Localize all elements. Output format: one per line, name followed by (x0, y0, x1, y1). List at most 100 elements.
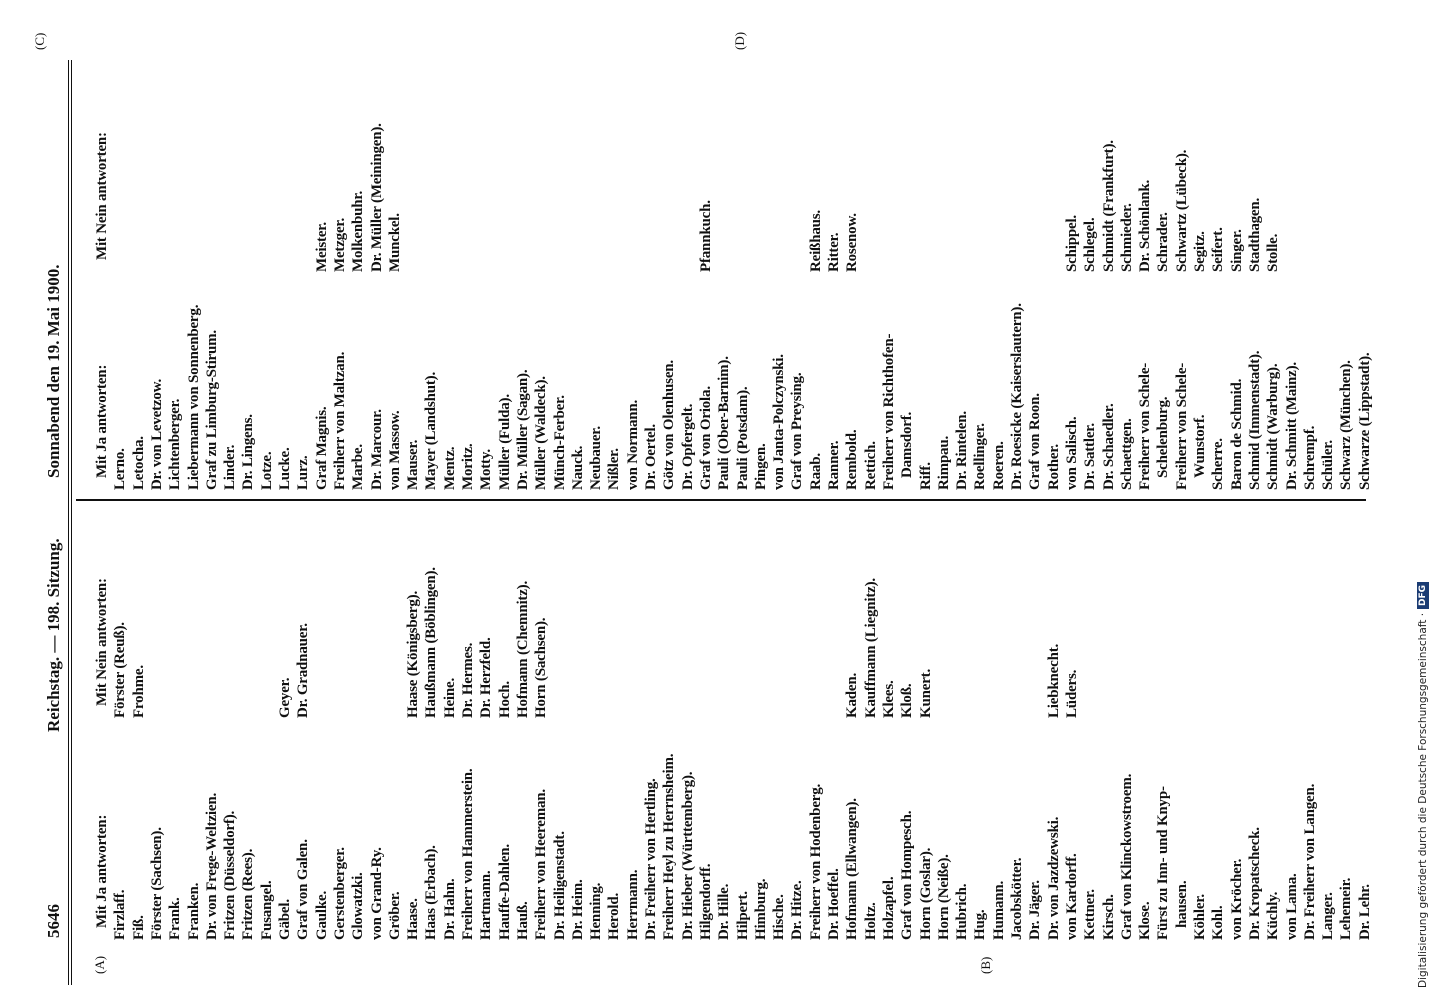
member-name: Dr. Marcour. (368, 409, 385, 490)
member-name: Lucke. (277, 447, 293, 490)
member-name: Motty. (478, 449, 495, 490)
member-name: Herold. (606, 892, 623, 940)
member-name: Müller (Fulda). (496, 394, 513, 490)
member-name: Kauffmann (Liegnitz). (862, 578, 879, 718)
margin-mark: (D) (732, 31, 747, 50)
member-name: Götz von Olenhusen. (661, 360, 678, 490)
session-title: Reichstag. — 198. Sitzung. (44, 538, 63, 732)
member-name: Singer. (1228, 229, 1245, 272)
member-name: Schwarz (München). (1338, 360, 1355, 490)
member-name: Dr. Lingens. (240, 414, 257, 490)
member-name: Kloß. (899, 683, 916, 718)
member-name: Dr. Roesicke (Kaiserslautern). (1009, 303, 1025, 490)
member-name: Linder. (222, 444, 239, 490)
member-name: Fiß. (130, 915, 147, 940)
member-name: Freiherr von Maltzan. (331, 351, 348, 490)
member-name: Dr. Gradnauer. (295, 623, 312, 718)
member-name: Gaulke. (313, 890, 330, 940)
member-name: Dr. Opfergelt. (679, 403, 696, 490)
member-name: Pingen. (752, 443, 769, 490)
member-name: Mayer (Landshut). (423, 372, 440, 490)
member-name: Dr. Sattler. (1082, 423, 1099, 490)
funding-strip: Digitalisierung gefördert durch die Deut… (1412, 0, 1434, 1000)
member-name: Hauß. (514, 901, 531, 940)
member-name: Schmidt (Warburg). (1265, 363, 1282, 490)
member-name: Hofmann (Ellwangen). (844, 798, 861, 940)
member-name: Scherre. (1210, 438, 1227, 490)
member-name: Pauli (Ober-Barnim). (716, 356, 733, 490)
member-name: Pauli (Potsdam). (734, 386, 751, 490)
member-name: Segitz. (1192, 231, 1208, 272)
member-name: von Grand-Ry. (368, 847, 385, 940)
member-name: Kirsch. (1100, 894, 1117, 940)
member-name: Firzlaff. (112, 889, 129, 940)
column-heading: Mit Ja antworten: (94, 364, 110, 478)
member-name: Dr. Müller (Meiningen). (368, 123, 385, 272)
member-name: Gröber. (386, 891, 403, 940)
member-name: Meister. (313, 222, 330, 272)
member-name: Graf von Klinckowstroem. (1118, 773, 1135, 940)
member-name: Fritzen (Rees). (240, 848, 257, 940)
member-name: Graf zu Limburg-Stirum. (203, 330, 220, 490)
member-name: Humann. (990, 880, 1007, 940)
member-name: Haußmann (Böblingen). (423, 567, 440, 718)
member-name: Henning. (588, 882, 605, 940)
member-name: Rosenow. (844, 213, 861, 272)
member-name: Lüders. (1063, 669, 1080, 718)
member-name: Fürst zu Inn- und Knyp- (1155, 786, 1172, 940)
member-name: Schelenburg. (1155, 396, 1172, 478)
member-name: von Normann. (624, 399, 641, 490)
member-name: Rettich. (862, 441, 879, 490)
member-name: Schrader. (1155, 212, 1172, 272)
member-name: Geyer. (277, 677, 293, 718)
member-name: Münch-Ferber. (551, 395, 568, 490)
member-name: Franken. (185, 882, 202, 940)
member-name: Dr. Heim. (569, 879, 586, 940)
member-name: Neubauer. (588, 426, 605, 490)
member-name: Himburg. (752, 878, 769, 940)
member-name: Marbe. (350, 444, 367, 490)
member-name: Pfannkuch. (697, 200, 714, 272)
member-name: Horn (Neiße). (935, 854, 952, 940)
member-name: Kaden. (844, 672, 861, 718)
member-name: Freiherr Heyl zu Herrnsheim. (661, 753, 678, 940)
member-name: von Kardorff. (1063, 853, 1080, 940)
member-name: Hubrich. (954, 883, 971, 940)
member-name: Dr. Freiherr von Langen. (1301, 783, 1318, 940)
member-name: Kettner. (1082, 889, 1099, 940)
member-name: Frank. (167, 897, 184, 940)
member-name: Lerno. (112, 448, 129, 490)
member-name: Lurz. (295, 455, 312, 490)
member-name: Schmidt (Frankfurt). (1100, 140, 1117, 272)
member-name: Rembold. (844, 429, 861, 491)
member-name: Horn (Goslar). (917, 847, 934, 940)
member-name: Fusangel. (258, 880, 275, 940)
member-name: Schwartz (Lübeck). (1173, 149, 1190, 272)
member-name: von Lama. (1283, 873, 1300, 940)
member-name: Fritzen (Düsseldorf). (222, 810, 239, 940)
member-name: Dr. Müller (Sagan). (514, 369, 531, 490)
member-name: Metzger. (331, 217, 348, 272)
member-name: Schmid (Immenstadt). (1246, 350, 1263, 490)
member-name: Müller (Waldeck). (533, 376, 550, 490)
member-name: Hilgendorff. (697, 863, 714, 940)
column-heading: Mit Nein antworten: (94, 578, 110, 706)
member-name: Dr. Schmitt (Mainz). (1283, 362, 1300, 490)
member-name: Freiherr von Schele- (1173, 362, 1190, 490)
member-name: Haas (Erbach). (423, 845, 440, 940)
member-name: Dr. Kropatscheck. (1246, 827, 1263, 940)
member-name: Graf von Hompesch. (899, 810, 916, 940)
member-name: Lehemeir. (1338, 877, 1355, 940)
member-name: Damsdorf. (899, 411, 916, 478)
margin-mark: (A) (92, 955, 107, 974)
member-name: Seifert. (1210, 227, 1227, 272)
member-name: Haase. (405, 898, 422, 940)
member-name: Graf von Roon. (1027, 393, 1044, 490)
member-name: Schlegel. (1082, 217, 1099, 272)
member-name: Dr. Heiligenstadt. (551, 831, 568, 940)
member-name: Lotze. (258, 451, 275, 490)
member-name: Frohme. (130, 665, 147, 718)
funding-credit: Digitalisierung gefördert durch die Deut… (1417, 612, 1429, 988)
member-name: Hug. (972, 909, 989, 940)
